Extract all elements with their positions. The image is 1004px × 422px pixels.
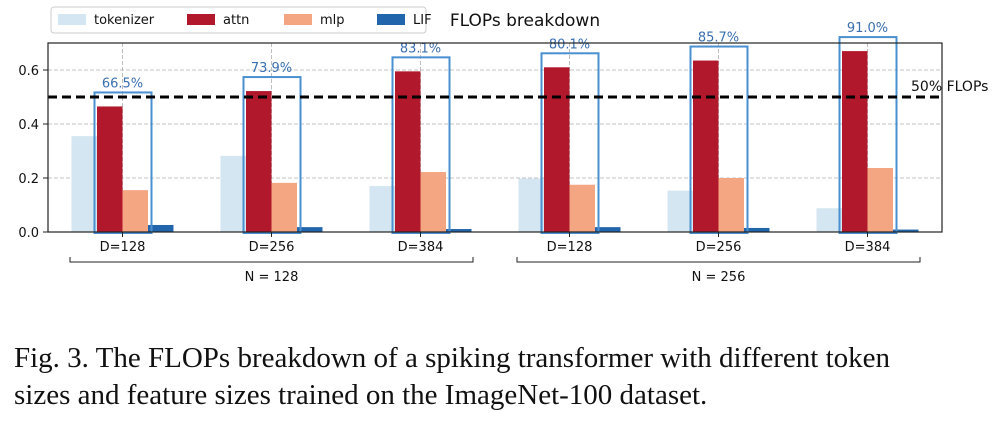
bar-tokenizer-0 [71,136,97,232]
highlight-percent-label: 80.1% [549,37,590,52]
bar-lif-1 [297,227,323,232]
legend-swatch-attn [187,14,215,25]
x-tick-label: D=128 [547,240,593,255]
bar-mlp-1 [271,182,297,232]
legend-swatch-lif [377,14,405,25]
bar-tokenizer-2 [369,186,395,232]
bars [71,51,919,232]
caption-line-2: sizes and feature sizes trained on the I… [14,379,708,411]
x-axis: D=128 D=256 D=384 D=128 D=256 D=384 N = 128 N =… [69,232,921,285]
legend-label-lif: LIF [413,13,432,28]
legend-label-tokenizer: tokenizer [94,13,155,28]
bar-tokenizer-5 [816,208,842,232]
legend-label-mlp: mlp [320,13,345,28]
bar-attn-1 [246,91,272,232]
x-tick-label: D=384 [845,240,891,255]
x-tick-label: D=256 [249,240,295,255]
threshold-label: 50% FLOPs [911,79,988,95]
group-label: N = 256 [692,270,746,285]
bar-mlp-5 [867,168,893,232]
bar-lif-2 [446,229,472,232]
group-label: N = 128 [245,270,299,285]
bar-lif-3 [595,227,621,232]
y-axis: 0.0 0.2 0.4 0.6 [18,64,48,241]
legend: tokenizer attn mlp LIF [50,6,432,34]
plot-area-frame [47,42,943,233]
bar-attn-2 [395,71,421,232]
bar-mlp-2 [420,172,446,232]
legend-swatch-mlp [284,14,312,25]
x-tick-label: D=128 [100,240,146,255]
highlight-percent-label: 66.5% [102,76,143,91]
highlight-percent-label: 73.9% [251,61,292,76]
threshold: 50% FLOPs [48,79,988,99]
bar-tokenizer-4 [667,190,693,232]
bar-lif-4 [744,227,770,232]
bar-tokenizer-3 [518,178,544,232]
highlight-boxes: 66.5% 73.9% 83.1% 80.1% 85.7% 91.0% [93,21,898,234]
x-tick-label: D=256 [696,240,742,255]
bar-lif-0 [148,224,174,232]
chart-title: FLOPs breakdown [450,11,600,31]
figure-caption: Fig. 3. The FLOPs breakdown of a spiking… [14,340,994,414]
y-tick-label: 0.6 [18,64,39,79]
group-bracket [69,257,474,263]
highlight-percent-label: 85.7% [698,31,739,46]
bar-lif-5 [893,229,919,232]
bar-mlp-3 [569,184,595,232]
y-tick-label: 0.0 [18,226,39,241]
legend-swatch-tokenizer [58,14,86,25]
highlight-percent-label: 83.1% [400,41,441,56]
legend-label-attn: attn [223,13,249,28]
highlight-percent-label: 91.0% [847,21,888,36]
bar-attn-3 [544,67,570,232]
x-tick-label: D=384 [398,240,444,255]
y-tick-label: 0.4 [18,118,39,133]
legend-box [50,6,427,34]
bar-tokenizer-1 [220,155,246,232]
group-bracket [516,257,921,263]
bar-attn-4 [693,60,719,232]
gridlines [48,43,942,232]
bar-attn-5 [842,51,868,232]
caption-line-1: Fig. 3. The FLOPs breakdown of a spiking… [14,342,891,374]
bar-mlp-0 [122,190,148,232]
bar-mlp-4 [718,178,744,232]
bar-attn-0 [97,106,123,232]
y-tick-label: 0.2 [18,172,39,187]
